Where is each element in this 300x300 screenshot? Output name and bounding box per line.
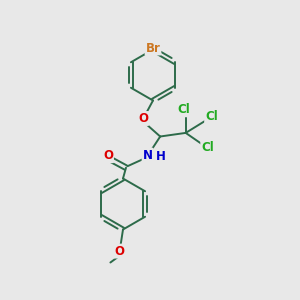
Text: O: O [103,149,113,162]
Text: Br: Br [146,41,160,55]
Text: H: H [156,150,166,163]
Text: N: N [142,148,153,162]
Text: O: O [114,244,124,258]
Text: Cl: Cl [205,110,218,123]
Text: O: O [138,112,148,125]
Text: Cl: Cl [201,141,214,154]
Text: Cl: Cl [178,103,190,116]
